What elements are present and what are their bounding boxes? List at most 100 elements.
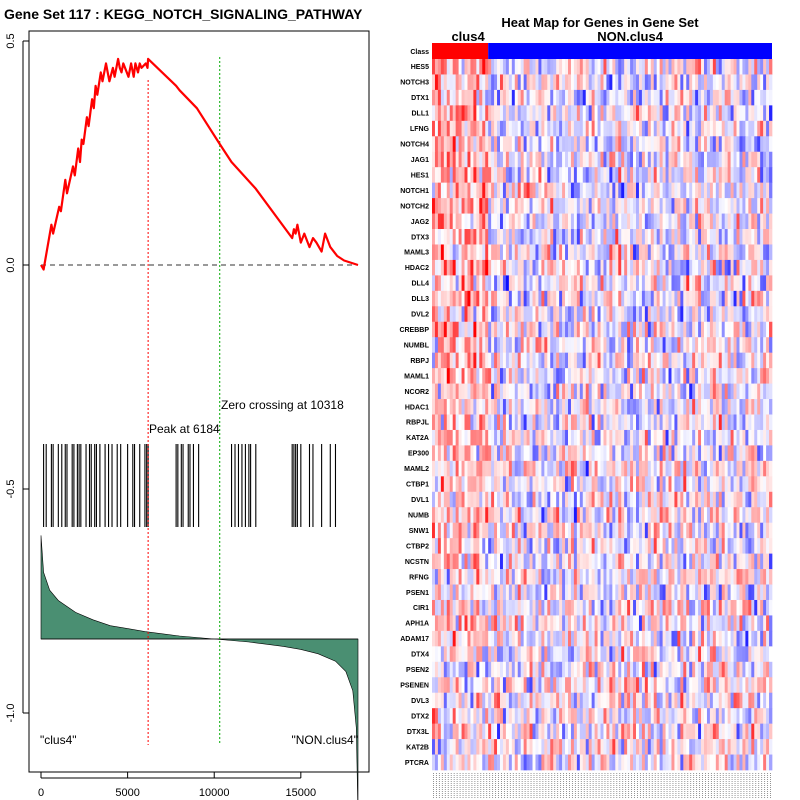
heatmap-cell <box>760 538 764 554</box>
heatmap-cell <box>588 507 593 524</box>
heatmap-cell <box>523 491 527 508</box>
heatmap-cell <box>573 708 578 724</box>
heatmap-cell <box>526 182 530 199</box>
heatmap-cell <box>650 74 655 91</box>
heatmap-cell <box>686 89 690 106</box>
heatmap-cell <box>467 553 471 570</box>
heatmap-cell <box>446 59 451 75</box>
heatmap-cell <box>600 151 604 168</box>
heatmap-cell <box>683 553 687 570</box>
heatmap-cell <box>647 306 652 323</box>
heatmap-cell <box>491 615 495 632</box>
heatmap-cell <box>751 198 755 214</box>
heatmap-cell <box>609 105 613 122</box>
heatmap-cell <box>526 661 530 678</box>
heatmap-cell <box>591 105 595 122</box>
heatmap-cell <box>647 553 652 570</box>
heatmap-cell <box>644 136 649 153</box>
heatmap-cell <box>547 182 551 199</box>
heatmap-cell <box>579 105 584 122</box>
heatmap-cell <box>511 677 516 694</box>
heatmap-cell <box>485 352 489 369</box>
heatmap-cell <box>559 460 563 477</box>
heatmap-cell <box>449 630 454 647</box>
heatmap-cell <box>544 584 548 601</box>
heatmap-cell <box>520 460 525 477</box>
heatmap-cell <box>485 151 489 168</box>
heatmap-cell <box>680 677 684 694</box>
heatmap-cell <box>630 337 634 354</box>
heatmap-cell <box>479 476 483 493</box>
heatmap-cell <box>727 352 731 369</box>
heatmap-cell <box>712 244 717 261</box>
heatmap-cell <box>529 615 533 632</box>
heatmap-cell <box>615 89 619 106</box>
heatmap-cell <box>647 74 652 91</box>
heatmap-cell <box>630 692 634 709</box>
heatmap-cell <box>491 321 495 338</box>
heatmap-cell <box>650 89 655 106</box>
heatmap-cell <box>562 615 566 632</box>
heatmap-cell <box>541 306 545 323</box>
heatmap-cell <box>600 275 604 292</box>
heatmap-cell <box>529 229 533 245</box>
heatmap-cell <box>636 198 640 214</box>
heatmap-cell <box>638 74 643 91</box>
heatmap-cell <box>494 337 498 354</box>
heatmap-cell <box>538 290 542 307</box>
heatmap-cell <box>500 429 504 446</box>
heatmap-cell <box>514 708 519 724</box>
heatmap-cell <box>683 105 687 122</box>
heatmap-cell <box>683 476 687 493</box>
heatmap-cell <box>458 213 462 230</box>
heatmap-cell <box>724 259 729 276</box>
heatmap-cell <box>754 692 758 709</box>
heatmap-cell <box>464 136 468 153</box>
heatmap-cell <box>535 630 539 647</box>
heatmap-cell <box>544 182 548 199</box>
heatmap-cell <box>709 646 714 663</box>
heatmap-cell <box>745 661 749 678</box>
heatmap-cell <box>597 708 601 724</box>
heatmap-cell <box>458 321 462 338</box>
heatmap-cell <box>482 275 486 292</box>
heatmap-cell <box>727 569 731 585</box>
heatmap-cell <box>653 460 658 477</box>
heatmap-cell <box>573 151 578 168</box>
heatmap-cell <box>671 507 675 524</box>
heatmap-cell <box>653 692 658 709</box>
heatmap-cell <box>730 213 734 230</box>
heatmap-cell <box>686 677 690 694</box>
heatmap-cell <box>529 120 533 137</box>
heatmap-cell <box>624 491 628 508</box>
heatmap-cell <box>659 692 663 709</box>
heatmap-cell <box>514 414 519 431</box>
heatmap-cell <box>446 213 451 230</box>
heatmap-cell <box>467 151 471 168</box>
heatmap-cell <box>461 151 465 168</box>
heatmap-cell <box>712 213 717 230</box>
heatmap-cell <box>547 352 551 369</box>
heatmap-cell <box>482 368 486 384</box>
heatmap-cell <box>689 661 693 678</box>
heatmap-cell <box>523 599 527 616</box>
heatmap-cell <box>712 120 717 137</box>
heatmap-cell <box>517 507 522 524</box>
heatmap-cell <box>724 491 729 508</box>
heatmap-cell <box>485 661 489 678</box>
heatmap-cell <box>488 182 492 199</box>
heatmap-cell <box>692 491 696 508</box>
heatmap-cell <box>559 136 563 153</box>
heatmap-cell <box>706 136 711 153</box>
heatmap-cell <box>709 321 714 338</box>
heatmap-cell <box>576 553 581 570</box>
heatmap-cell <box>556 337 560 354</box>
heatmap-cell <box>624 522 628 539</box>
heatmap-cell <box>650 151 655 168</box>
heatmap-cell <box>647 615 652 632</box>
heatmap-cell <box>751 630 755 647</box>
heatmap-cell <box>461 383 465 400</box>
heatmap-cell <box>674 89 678 106</box>
heatmap-cell <box>698 182 702 199</box>
heatmap-cell <box>455 59 459 75</box>
